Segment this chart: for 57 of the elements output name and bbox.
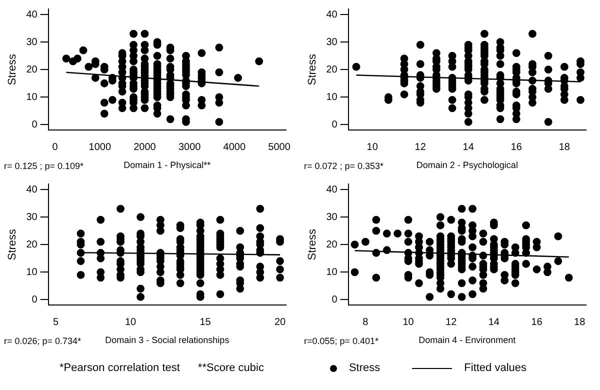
x-tick-label: 12 (414, 142, 426, 153)
x-tick-label: 10 (366, 142, 378, 153)
text: **Score cubic (198, 362, 264, 374)
x-tick-label: 20 (274, 316, 286, 328)
y-tick-label: 20 (326, 64, 338, 76)
x-tick-label: 14 (462, 142, 474, 153)
x-axis-title: Domain 3 - Social relationships (105, 335, 230, 346)
x-tick-label: 12 (446, 316, 458, 328)
text: r= 0.026; p= 0.734* (4, 336, 82, 346)
x-tick-label: 16 (531, 316, 543, 328)
text: r= 0.125 ; p= 0.109* (4, 160, 84, 171)
x-tick-label: 5 (53, 316, 60, 328)
y-tick-label: 20 (326, 239, 338, 250)
x-tick-label: 2000 (134, 142, 156, 153)
x-tick-label: 16 (510, 142, 522, 153)
y-tick-label: 30 (26, 212, 38, 223)
x-axis-title: Domain 1 - Physical** (124, 160, 212, 170)
x-tick-label: 4000 (223, 142, 246, 153)
y-tick-label: 40 (26, 9, 38, 20)
legend-label: Fitted values (464, 362, 527, 374)
x-tick-label: 0 (52, 142, 58, 153)
x-tick-label: 18 (558, 142, 570, 153)
y-tick-label: 10 (26, 92, 38, 103)
x-tick-label: 10 (124, 316, 137, 328)
x-axis-title: Domain 4 - Environment (418, 335, 516, 346)
y-tick-label: 30 (326, 36, 338, 48)
text: *Pearson correlation test (59, 362, 180, 374)
x-tick-label: 10 (402, 316, 414, 328)
y-tick-label: 40 (326, 9, 338, 20)
x-tick-label: 18 (574, 316, 586, 328)
y-axis-title: Stress (306, 54, 319, 86)
x-tick-label: 5000 (268, 142, 291, 153)
text: r= 0.072 ; p= 0.353* (304, 160, 384, 171)
y-tick-label: 0 (32, 119, 38, 130)
x-tick-label: 14 (488, 316, 500, 328)
x-tick-label: 3000 (178, 142, 202, 153)
y-tick-label: 40 (326, 184, 338, 196)
legend-label: Stress (348, 362, 380, 374)
x-axis-title: Domain 2 - Psychological (416, 160, 518, 170)
y-tick-label: 0 (332, 294, 338, 306)
y-axis-title: Stress (6, 228, 19, 260)
y-tick-label: 0 (32, 294, 38, 306)
y-tick-label: 20 (26, 239, 38, 250)
y-axis-title: Stress (6, 54, 19, 86)
x-tick-label: 8 (362, 316, 369, 328)
y-tick-label: 40 (26, 184, 38, 196)
y-tick-label: 20 (26, 64, 38, 76)
y-tick-label: 10 (326, 92, 338, 103)
y-axis-title: Stress (306, 228, 319, 260)
x-tick-label: 15 (200, 316, 212, 328)
x-tick-label: 1000 (88, 142, 112, 153)
text: r=0.055; p= 0.401* (304, 336, 380, 346)
y-tick-label: 10 (26, 266, 38, 278)
y-tick-label: 30 (326, 212, 338, 223)
y-tick-label: 30 (26, 36, 38, 48)
y-tick-label: 10 (326, 266, 338, 278)
y-tick-label: 0 (332, 119, 338, 130)
